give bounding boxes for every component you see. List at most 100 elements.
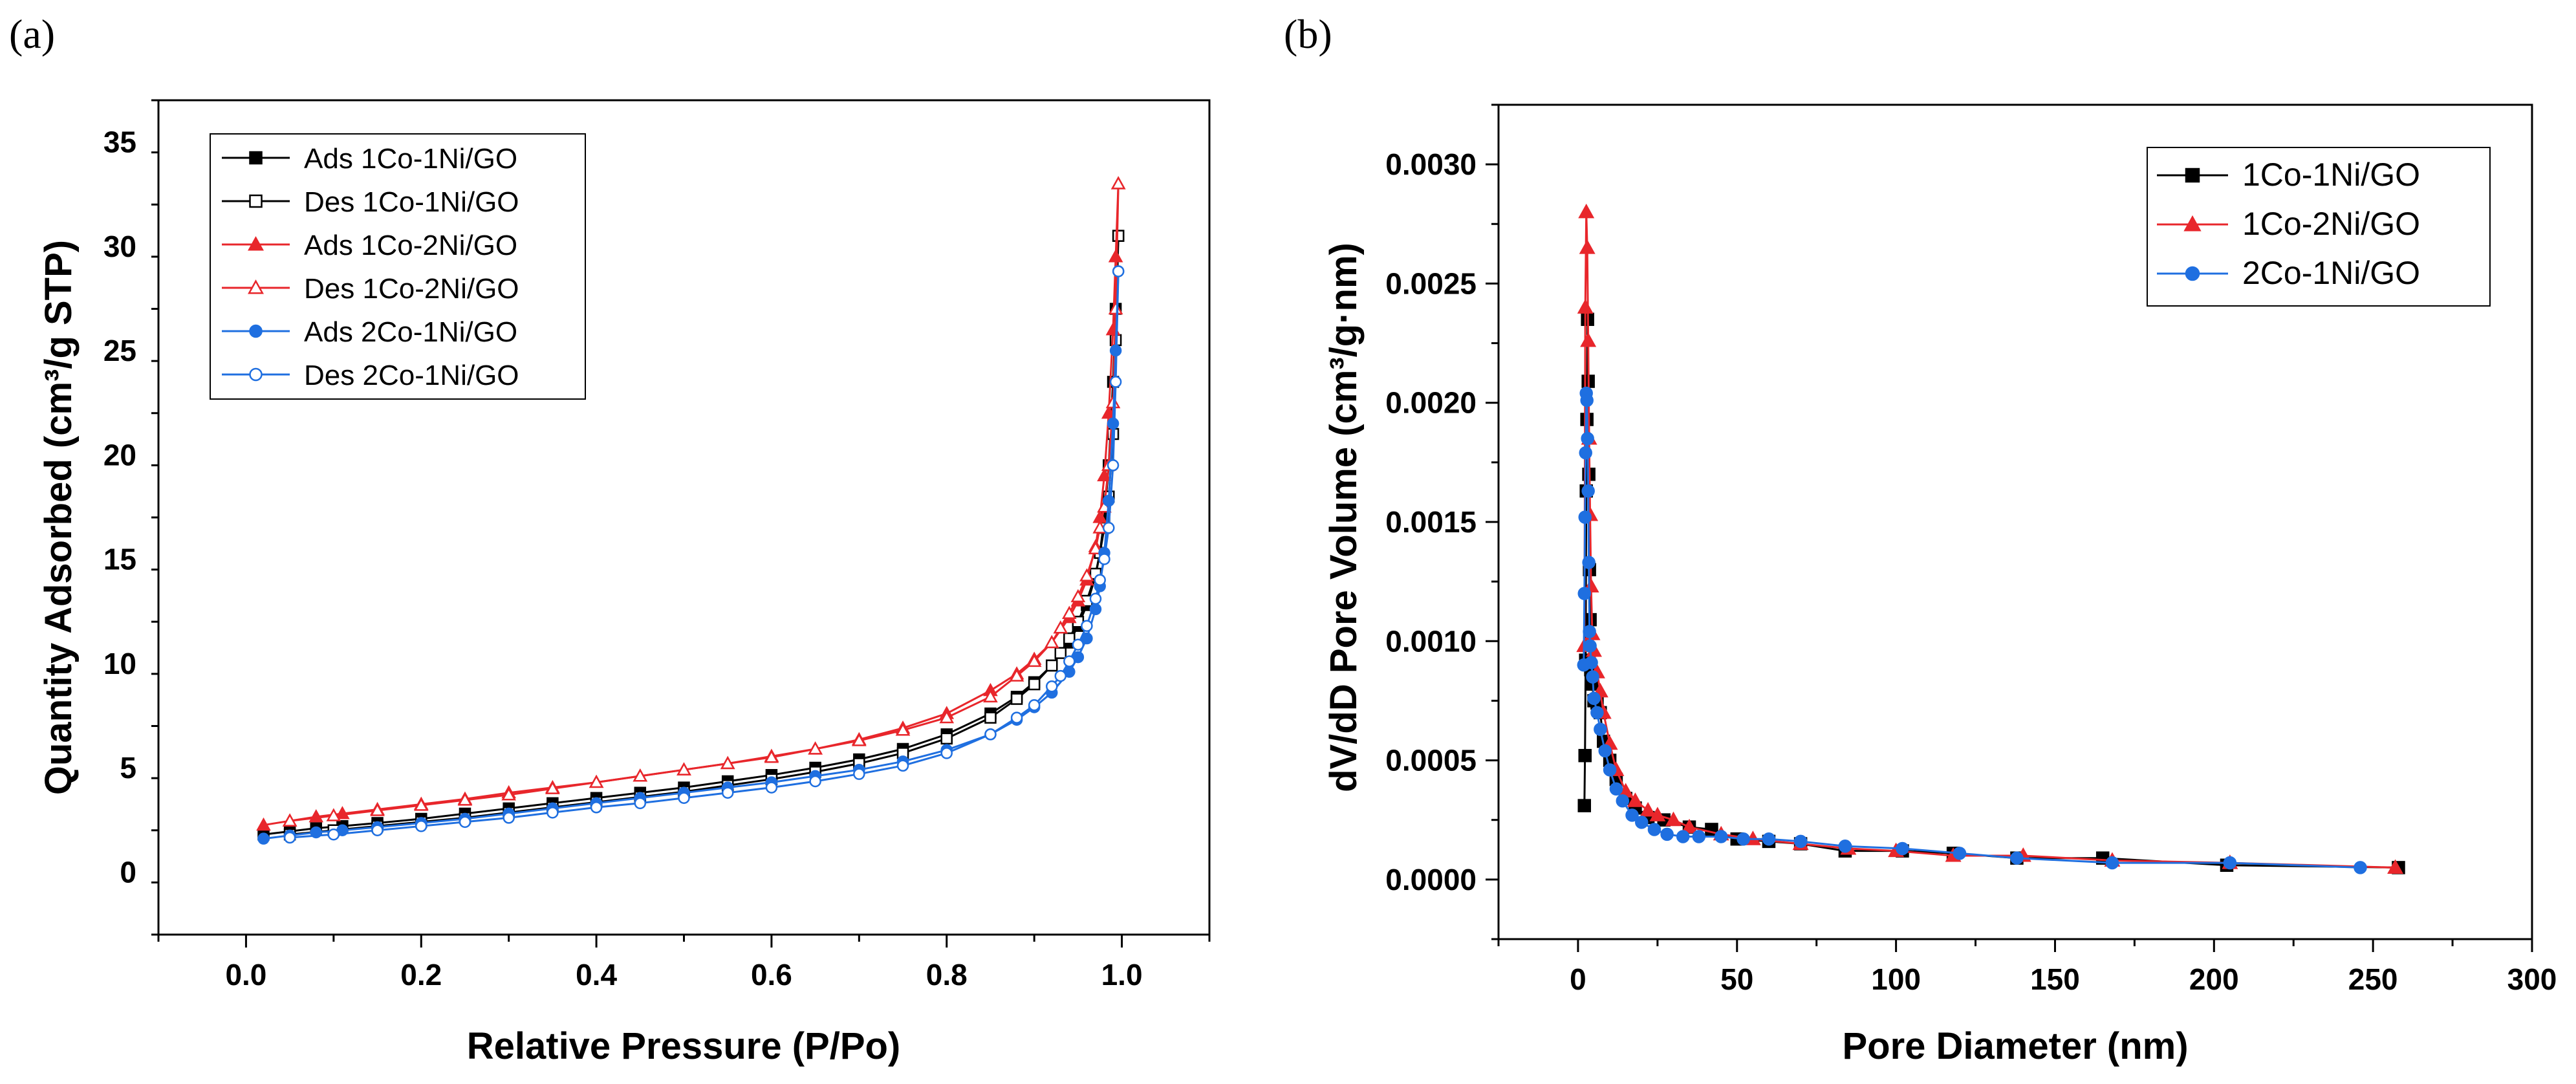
panel-b-point-2co-1ni-go <box>1609 782 1623 796</box>
panel-a-point-des-1co-2ni-go <box>764 750 779 763</box>
panel-a-y-tick-label: 10 <box>103 647 136 680</box>
panel-a-point-des-2co-1ni-go <box>1094 574 1106 586</box>
panel-a-point-des-1co-2ni-go <box>545 781 560 794</box>
panel-b-legend-label-1co-2ni-go: 1Co-2Ni/GO <box>2242 206 2420 242</box>
panel-b-y-axis-title: dV/dD Pore Volume (cm³/g·nm) <box>1323 243 1365 792</box>
panel-b-point-2co-1ni-go <box>1585 656 1598 669</box>
panel-a-point-des-2co-1ni-go <box>1109 376 1122 388</box>
panel-b-point-2co-1ni-go <box>1582 556 1596 569</box>
panel-a-y-tick-label: 25 <box>103 334 136 367</box>
panel-b-point-2co-1ni-go <box>1579 446 1592 460</box>
panel-a-series-des-2co-1ni-go <box>283 265 1125 844</box>
panel-a-point-ads-2co-1ni-go <box>1103 494 1115 507</box>
panel-a-legend-marker-ads-2co-1ni-go <box>249 324 263 338</box>
panel-a-point-des-1co-2ni-go <box>720 755 735 770</box>
panel-b-point-2co-1ni-go <box>1714 830 1728 843</box>
panel-b-x-tick-label: 0 <box>1570 962 1586 996</box>
panel-b-point-2co-1ni-go <box>1737 832 1750 846</box>
panel-b-point-2co-1ni-go <box>1578 510 1592 524</box>
panel-a-point-des-1co-1ni-go <box>1028 678 1041 691</box>
panel-a-point-des-2co-1ni-go <box>283 831 296 844</box>
panel-b-point-2co-1ni-go <box>1598 744 1612 758</box>
panel-b-point-1co-2ni-go <box>1627 792 1643 807</box>
panel-a-label: (a) <box>9 11 55 57</box>
panel-a-point-des-2co-1ni-go <box>459 816 471 829</box>
panel-b-point-2co-1ni-go <box>1676 830 1690 843</box>
panel-a-point-des-1co-2ni-go <box>282 813 298 827</box>
panel-a-legend: Ads 1Co-1Ni/GO Des 1Co-1Ni/GO Ads 1Co-2Ni/… <box>210 133 586 400</box>
panel-a-data-series <box>256 176 1126 845</box>
panel-b-legend-marker-1co-1ni-go <box>2185 168 2200 183</box>
panel-a-y-tick-label: 0 <box>120 855 136 889</box>
panel-b-x-tick-label: 100 <box>1871 962 1921 996</box>
panel-a-point-des-2co-1ni-go <box>1010 711 1023 724</box>
panel-a-point-des-2co-1ni-go <box>853 768 865 780</box>
panel-a-point-des-2co-1ni-go <box>415 820 428 832</box>
panel-a-point-des-1co-2ni-go <box>1079 568 1094 581</box>
panel-a-y-tick-label: 35 <box>103 125 136 159</box>
panel-a-point-des-1co-2ni-go <box>326 808 341 821</box>
panel-a-point-des-1co-2ni-go <box>1062 605 1077 619</box>
panel-a-point-des-1co-1ni-go <box>1046 659 1058 672</box>
panel-b-line-1co-1ni-go <box>1583 319 2399 869</box>
panel-b-point-2co-1ni-go <box>1603 763 1617 777</box>
panel-b-point-1co-2ni-go <box>1577 299 1594 314</box>
panel-b-point-2co-1ni-go <box>2354 861 2367 874</box>
panel-b-legend-marker-2co-1ni-go <box>2185 266 2200 281</box>
panel-a-legend-label-des-1co-2ni-go: Des 1Co-2Ni/GO <box>304 273 519 305</box>
panel-b-point-2co-1ni-go <box>1581 431 1594 446</box>
panel-b-legend-label-2co-1ni-go: 2Co-1Ni/GO <box>2242 255 2420 291</box>
panel-b-point-2co-1ni-go <box>1762 832 1776 846</box>
panel-a-point-des-2co-1ni-go <box>896 759 909 772</box>
panel-b-point-2co-1ni-go <box>1838 840 1852 853</box>
panel-a-series-des-1co-2ni-go <box>282 176 1126 827</box>
panel-b-data-series <box>1576 203 2405 874</box>
panel-a-point-des-2co-1ni-go <box>1089 592 1102 605</box>
panel-b-point-1co-2ni-go <box>1578 203 1595 219</box>
panel-a-point-des-1co-2ni-go <box>1088 541 1103 554</box>
panel-b-point-1co-2ni-go <box>1640 802 1656 817</box>
panel-a-point-des-1co-2ni-go <box>413 797 429 811</box>
panel-b-point-2co-1ni-go <box>1587 691 1601 705</box>
panel-a-point-des-1co-2ni-go <box>370 803 385 816</box>
panel-a-y-tick-label: 30 <box>103 230 136 263</box>
panel-b-line-1co-2ni-go <box>1583 211 2396 869</box>
panel-a-point-des-1co-2ni-go <box>457 792 473 806</box>
panel-b-y-tick-label: 0.0000 <box>1385 863 1477 896</box>
panel-b-point-2co-1ni-go <box>1583 639 1597 653</box>
panel-a-point-des-1co-2ni-go <box>1053 620 1068 634</box>
panel-a-y-tick-label: 20 <box>103 438 136 472</box>
panel-a-point-des-2co-1ni-go <box>678 792 690 805</box>
panel-a-legend-marker-des-1co-2ni-go <box>248 279 264 294</box>
panel-b-point-2co-1ni-go <box>1583 625 1596 638</box>
panel-a-x-axis-title: Relative Pressure (P/Po) <box>467 1025 901 1067</box>
panel-a-x-tick-label: 0.8 <box>926 958 968 992</box>
panel-b-x-tick-label: 300 <box>2507 962 2557 996</box>
panel-b-point-2co-1ni-go <box>1692 830 1706 843</box>
panel-b-point-1co-2ni-go <box>2387 859 2404 874</box>
panel-b-point-2co-1ni-go <box>2010 851 2024 865</box>
panel-b-point-2co-1ni-go <box>1660 827 1674 841</box>
panel-a-legend-marker-des-1co-1ni-go <box>249 194 263 208</box>
panel-a-point-des-2co-1ni-go <box>1054 669 1067 682</box>
panel-a-legend-label-ads-2co-1ni-go: Ads 2Co-1Ni/GO <box>304 316 517 348</box>
panel-a-x-tick-label: 0.6 <box>751 958 792 992</box>
panel-a-point-des-2co-1ni-go <box>1107 459 1120 472</box>
panel-a-y-tick-label: 5 <box>120 751 136 785</box>
panel-a-point-des-2co-1ni-go <box>721 786 734 799</box>
panel-b-y-tick-label: 0.0030 <box>1385 147 1477 181</box>
panel-b-x-tick-label: 200 <box>2189 962 2239 996</box>
panel-a-point-des-2co-1ni-go <box>1046 680 1058 693</box>
panel-b-point-1co-2ni-go <box>1665 811 1682 827</box>
panel-a-point-des-1co-2ni-go <box>589 774 604 788</box>
panel-b-legend-box <box>2147 147 2491 307</box>
panel-a-point-des-1co-2ni-go <box>1070 589 1086 603</box>
panel-b-point-2co-1ni-go <box>1594 722 1607 736</box>
panel-b-legend-marker-1co-2ni-go <box>2183 215 2202 232</box>
panel-b-label: (b) <box>1284 11 1332 57</box>
panel-b-point-2co-1ni-go <box>1625 808 1639 822</box>
panel-b-point-2co-1ni-go <box>1580 393 1594 407</box>
panel-a-legend-label-des-2co-1ni-go: Des 2Co-1Ni/GO <box>304 360 519 391</box>
panel-a-y-axis-title: Quantity Adsorbed (cm³/g STP) <box>38 240 80 795</box>
